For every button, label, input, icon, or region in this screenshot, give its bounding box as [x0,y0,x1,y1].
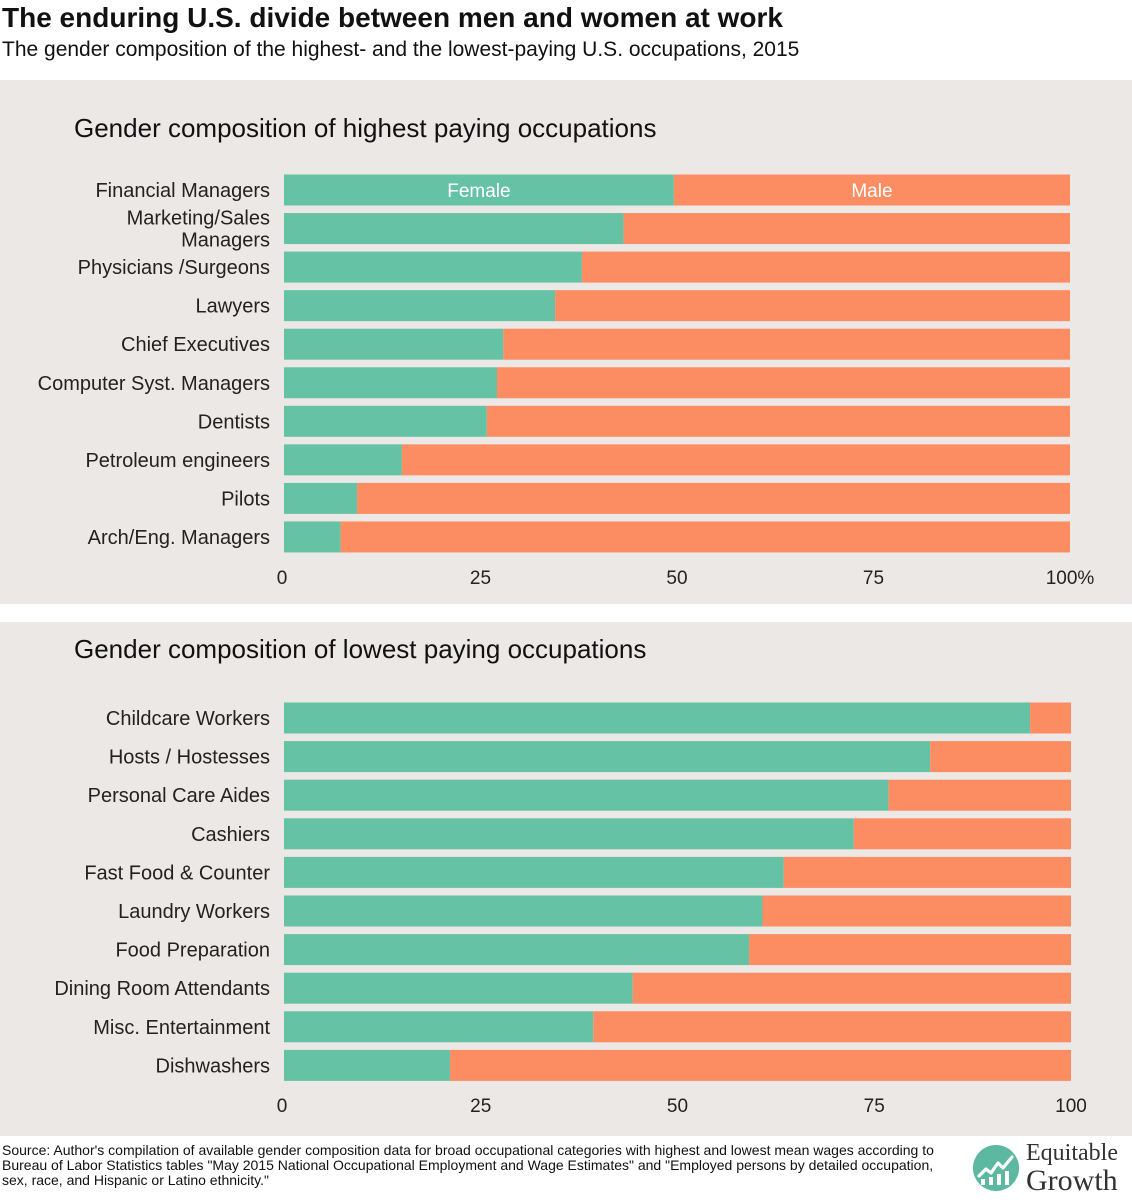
low-bar-female-misc-entertainment [284,1011,594,1043]
high-bar-female-petroleum-engineers [284,444,402,476]
low-bar-female-personal-care-aides [284,779,889,811]
high-category-label: Computer Syst. Managers [38,373,270,395]
high-bar-male-chief-executives [503,328,1070,360]
high-bar-male-petroleum-engineers [401,444,1070,476]
high-bar-female-dentists [284,405,487,437]
low-x-tick-label: 25 [470,1096,491,1117]
high-category-label: Physicians /Surgeons [78,257,270,279]
low-bar-male-personal-care-aides [888,779,1071,811]
low-bar-male-misc-entertainment [593,1011,1071,1043]
high-bar-male-pilots [357,482,1070,514]
high-category-label: Dentists [198,411,270,433]
low-x-tick-label: 0 [277,1096,288,1117]
high-category-label: Marketing/Sales Managers [127,208,270,252]
low-bar-male-laundry-workers [762,895,1071,927]
high-bar-male-computer-syst-managers [497,367,1071,399]
high-bar-female-computer-syst-managers [284,367,498,399]
highest-paying-panel: Gender composition of highest paying occ… [0,80,1132,604]
highest-paying-chart: Financial Managers Female Male Marketing/Sa… [38,174,1095,589]
legend-female-label: Female [447,181,510,202]
low-bar-female-fast-food-counter [284,856,784,888]
legend-male-label: Male [851,181,892,202]
high-category-label: Chief Executives [121,334,270,356]
high-category-label: Financial Managers [95,180,270,202]
logo-line-1: Equitable [1026,1140,1118,1166]
high-x-tick-label: 75 [863,568,884,589]
high-x-tick-label: 0 [277,568,288,589]
high-category-label: Pilots [221,488,270,510]
high-bar-male-physicians-surgeons [581,251,1070,283]
high-category-label: Lawyers [196,296,270,318]
low-bar-male-food-preparation [749,934,1071,966]
low-category-label: Laundry Workers [118,901,270,923]
high-bar-female-financial-managers [284,174,674,206]
low-bar-female-childcare-workers [284,702,1031,734]
source-note: Source: Author's compilation of availabl… [2,1142,934,1188]
low-x-tick-label: 100 [1055,1096,1087,1117]
high-category-label: Arch/Eng. Managers [88,527,270,549]
high-x-tick-label: 25 [470,568,491,589]
high-bar-female-arch-eng-managers [284,521,341,553]
low-category-label: Dishwashers [156,1055,270,1077]
equitable-growth-logo: Equitable Growth [972,1140,1132,1196]
low-bar-female-dining-room-attendants [284,972,633,1004]
low-category-label: Personal Care Aides [88,785,270,807]
low-category-label: Cashiers [191,824,270,846]
low-bar-male-dishwashers [450,1049,1071,1081]
equitable-growth-chart-icon [973,1145,1019,1191]
low-bar-female-dishwashers [284,1049,451,1081]
high-x-tick-label: 50 [666,568,687,589]
low-bar-male-dining-room-attendants [632,972,1071,1004]
low-category-label: Hosts / Hostesses [109,747,270,769]
high-bar-female-physicians-surgeons [284,251,582,283]
high-bar-female-marketing-sales-managers [284,213,624,245]
low-category-label: Food Preparation [115,940,270,962]
high-bar-female-chief-executives [284,328,504,360]
low-bar-female-laundry-workers [284,895,763,927]
high-bar-male-lawyers [555,290,1070,322]
low-bar-female-hosts-hostesses [284,741,931,773]
low-bar-female-food-preparation [284,934,750,966]
lowest-paying-chart: Childcare Workers Hosts / Hostesses Person… [54,702,1087,1117]
low-bar-male-childcare-workers [1030,702,1071,734]
lowest-paying-title: Gender composition of lowest paying occu… [74,634,647,664]
low-x-tick-label: 75 [864,1096,885,1117]
lowest-paying-panel: Gender composition of lowest paying occu… [0,622,1132,1136]
logo-line-2: Growth [1026,1164,1118,1197]
low-category-label: Misc. Entertainment [93,1017,270,1039]
low-bar-female-cashiers [284,818,854,850]
high-bar-male-arch-eng-managers [340,521,1070,553]
high-bar-female-lawyers [284,290,556,322]
low-bar-male-fast-food-counter [783,856,1071,888]
high-x-tick-label: 100% [1046,568,1095,589]
chart-title: The enduring U.S. divide between men and… [2,2,784,33]
low-x-tick-label: 50 [667,1096,688,1117]
high-bar-male-dentists [486,405,1071,437]
low-bar-male-cashiers [853,818,1071,850]
high-bar-male-marketing-sales-managers [623,213,1070,245]
low-category-label: Dining Room Attendants [54,978,270,1000]
low-category-label: Childcare Workers [106,708,270,730]
low-category-label: Fast Food & Counter [84,862,270,884]
high-bar-male-financial-managers [673,174,1070,206]
highest-paying-title: Gender composition of highest paying occ… [74,113,657,143]
chart-subtitle: The gender composition of the highest- a… [2,38,800,61]
high-category-label: Petroleum engineers [85,450,270,472]
low-bar-male-hosts-hostesses [930,741,1071,773]
high-bar-female-pilots [284,482,358,514]
